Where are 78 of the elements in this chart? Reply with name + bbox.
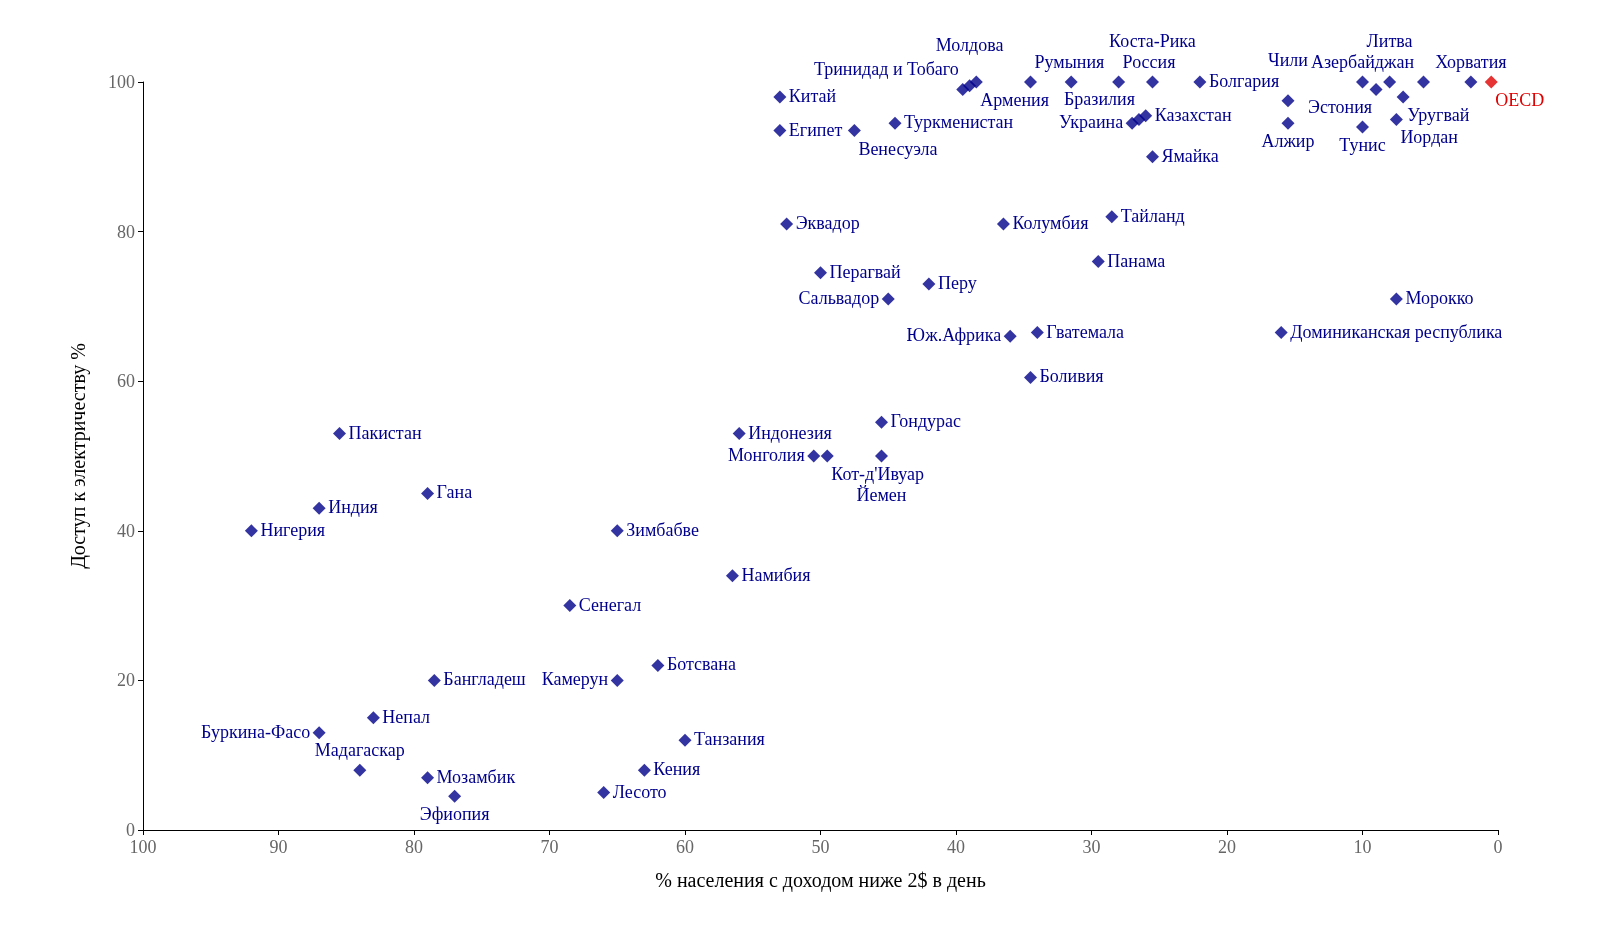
annotation: OECD xyxy=(1495,90,1545,110)
annotation: Кот-д'Ивуар xyxy=(831,464,925,484)
annotation: Тринидад и Тобаго xyxy=(813,59,959,80)
annotation: Кения xyxy=(653,759,701,780)
annotation: Венесуэла xyxy=(858,138,938,159)
annotation: Индонезия xyxy=(748,422,832,443)
annotation: Румыния xyxy=(1034,52,1105,72)
annotation: Иордан xyxy=(1400,127,1459,148)
annotation: Коста-Рика xyxy=(1109,31,1196,51)
annotation: Панама xyxy=(1107,250,1166,271)
annotation: Танзания xyxy=(694,729,765,750)
annotation: Эфиопия xyxy=(419,804,490,825)
x-tick-label: 0 xyxy=(1493,837,1503,857)
annotation: Буркина-Фасо xyxy=(201,721,311,742)
y-tick-label: 40 xyxy=(117,520,135,541)
annotation: Камерун xyxy=(541,669,609,690)
x-tick-label: 90 xyxy=(269,837,288,857)
annotation: Монголия xyxy=(727,445,805,465)
annotation: Сальвадор xyxy=(798,287,880,308)
y-axis-title: Доступ к электричеству % xyxy=(67,343,90,569)
annotation: Мадагаскар xyxy=(314,740,405,761)
annotation: Уругвай xyxy=(1407,104,1470,125)
annotation: Эквадор xyxy=(795,213,860,234)
x-tick-label: 70 xyxy=(540,837,559,857)
annotation: Чили xyxy=(1268,49,1309,70)
annotation: Перу xyxy=(937,272,977,293)
x-axis-title: % населения с доходом ниже 2$ в день xyxy=(655,869,986,892)
annotation: Перагвай xyxy=(829,261,902,282)
annotation: Эстония xyxy=(1308,97,1373,118)
y-tick-label: 0 xyxy=(126,820,135,840)
annotation: Гондурас xyxy=(890,411,962,432)
annotation: Украина xyxy=(1059,112,1124,133)
annotation: Казахстан xyxy=(1154,104,1233,125)
x-tick-label: 60 xyxy=(676,837,694,857)
x-tick-label: 80 xyxy=(405,837,423,857)
annotation: Бангладеш xyxy=(443,669,526,690)
annotation: Юж.Африка xyxy=(906,325,1002,346)
annotation: Сенегал xyxy=(578,594,642,615)
y-tick-label: 100 xyxy=(108,72,135,92)
annotation: Молдова xyxy=(935,34,1004,55)
y-tick-label: 80 xyxy=(117,221,135,242)
annotation: Россия xyxy=(1122,52,1176,72)
annotation: Морокко xyxy=(1405,287,1474,308)
annotation: Туркменистан xyxy=(904,112,1014,133)
x-tick-label: 10 xyxy=(1353,837,1372,857)
annotation: Азербайджан xyxy=(1310,52,1415,72)
annotation: Армения xyxy=(980,90,1049,110)
annotation: Бразилия xyxy=(1063,89,1135,110)
annotation: Мозамбик xyxy=(436,766,516,787)
annotation: Намибия xyxy=(741,564,811,585)
annotation: Хорватия xyxy=(1435,52,1507,72)
annotation: Тайланд xyxy=(1120,205,1185,226)
annotation: Литва xyxy=(1366,31,1413,51)
x-tick-label: 20 xyxy=(1218,837,1236,857)
annotation: Йемен xyxy=(856,485,907,505)
annotation: Болгария xyxy=(1208,71,1280,91)
annotation: Нигерия xyxy=(260,519,326,540)
annotation: Боливия xyxy=(1039,366,1104,387)
annotation: Ботсвана xyxy=(666,654,736,675)
x-tick-label: 30 xyxy=(1082,837,1101,857)
annotation: Египет xyxy=(788,119,843,140)
annotation: Ямайка xyxy=(1161,145,1219,166)
x-tick-label: 50 xyxy=(811,837,830,857)
y-tick-label: 60 xyxy=(117,371,135,392)
annotation: Гватемала xyxy=(1046,321,1125,342)
annotation: Колумбия xyxy=(1012,213,1089,234)
annotation: Пакистан xyxy=(348,422,422,443)
x-tick-label: 40 xyxy=(947,837,965,857)
annotation: Зимбабве xyxy=(626,519,699,540)
annotation: Доминиканская республика xyxy=(1290,321,1503,342)
annotation: Индия xyxy=(328,497,378,518)
annotation: Непал xyxy=(382,706,431,727)
annotation: Лесото xyxy=(612,781,667,802)
annotation: Алжир xyxy=(1261,131,1315,152)
y-tick-label: 20 xyxy=(117,670,135,691)
annotation: Тунис xyxy=(1339,134,1386,155)
annotation: Китай xyxy=(788,85,837,106)
annotation: Гана xyxy=(436,482,473,503)
